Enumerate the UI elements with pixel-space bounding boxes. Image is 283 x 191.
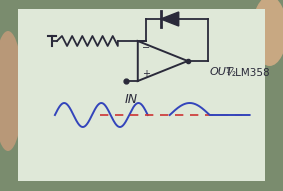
Ellipse shape bbox=[252, 0, 283, 66]
Text: OUT: OUT bbox=[210, 67, 233, 77]
Text: IN: IN bbox=[124, 93, 137, 106]
Text: −: − bbox=[142, 43, 150, 53]
Ellipse shape bbox=[0, 31, 23, 151]
Text: +: + bbox=[142, 69, 150, 79]
Polygon shape bbox=[161, 12, 179, 26]
Text: ½LM358: ½LM358 bbox=[226, 68, 270, 78]
Bar bbox=[18, 9, 265, 181]
